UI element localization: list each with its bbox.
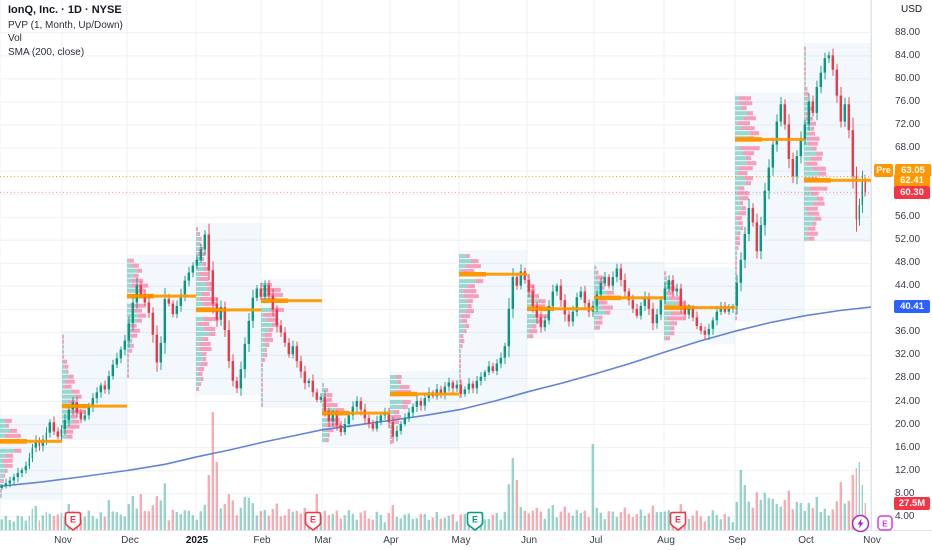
time-axis-label: Oct (798, 535, 814, 546)
svg-text:E: E (675, 515, 681, 525)
chart-canvas[interactable] (0, 0, 871, 530)
price-axis[interactable]: USD 88.00 84.00 80.00 76.00 72.00 68.00 56.00 5… (871, 0, 932, 530)
sma-200-line (0, 306, 871, 487)
poc-price-badge: 62.41 (894, 174, 930, 187)
price-tick-label: 32.00 (895, 349, 921, 360)
indicator-legend-item[interactable]: PVP (1, Month, Up/Down) (8, 19, 123, 31)
last-price-badge: 60.30 (894, 186, 930, 199)
indicator-legend-item[interactable]: SMA (200, close) (8, 46, 85, 58)
time-axis-label: Feb (253, 535, 271, 546)
premarket-tag: Pre (874, 164, 893, 177)
indicator-legend-item[interactable]: Vol (8, 33, 22, 44)
earnings-marker[interactable]: E (669, 511, 687, 536)
price-tick-label: 72.00 (895, 119, 921, 130)
price-tick-label: 56.00 (895, 211, 921, 222)
svg-text:E: E (70, 515, 76, 525)
symbol-title[interactable]: IonQ, Inc. · 1D · NYSE (8, 4, 122, 16)
sma-value-badge: 40.41 (894, 300, 930, 313)
price-tick-label: 24.00 (895, 396, 921, 407)
price-tick-label: 20.00 (895, 419, 921, 430)
premarket-price-badge: Pre 63.05 (874, 164, 931, 177)
chart-legend: IonQ, Inc. · 1D · NYSE PVP (1, Month, Up… (8, 4, 123, 59)
time-axis-label: Dec (121, 535, 139, 546)
price-tick-label: 44.00 (895, 280, 921, 291)
time-axis-label: Nov (54, 535, 72, 546)
volume-bars-layer (0, 412, 866, 530)
svg-text:E: E (472, 515, 478, 525)
price-tick-label: 68.00 (895, 142, 921, 153)
time-axis-label: Nov (863, 535, 881, 546)
time-axis-label: Aug (657, 535, 675, 546)
lightning-bolt-icon[interactable] (851, 514, 870, 538)
price-tick-label: 76.00 (895, 96, 921, 107)
price-tick-label: 16.00 (895, 442, 921, 453)
price-tick-label: 4.00 (895, 511, 915, 522)
price-tick-label: 36.00 (895, 326, 921, 337)
earnings-marker[interactable]: E (466, 511, 484, 536)
price-tick-label: 28.00 (895, 372, 921, 383)
time-axis-label: Sep (728, 535, 746, 546)
chart-plot[interactable] (0, 0, 871, 530)
earnings-marker[interactable]: E (64, 511, 82, 536)
price-tick-label: 12.00 (895, 465, 921, 476)
candles-layer (0, 48, 866, 490)
price-tick-label: 84.00 (895, 50, 921, 61)
time-axis-label: Apr (383, 535, 399, 546)
svg-text:E: E (310, 515, 316, 525)
price-tick-label: 80.00 (895, 73, 921, 84)
price-tick-label: 48.00 (895, 257, 921, 268)
svg-text:E: E (882, 518, 888, 528)
price-tick-label: 88.00 (895, 27, 921, 38)
time-axis-label: May (451, 535, 471, 546)
poc-lines-layer (0, 137, 871, 443)
volume-value-badge: 27.5M (894, 497, 930, 510)
price-tick-label: 8.00 (895, 488, 915, 499)
time-axis-label: 2025 (185, 535, 209, 546)
earnings-marker[interactable]: E (304, 511, 322, 536)
upcoming-earnings-icon[interactable]: E (877, 515, 893, 536)
time-axis-label: Mar (314, 535, 332, 546)
price-tick-label: 52.00 (895, 234, 921, 245)
time-axis-label: Jul (589, 535, 603, 546)
time-axis[interactable]: Nov Dec 2025 Feb Mar Apr May Jun Jul Aug Sep Oct Nov (0, 530, 932, 550)
time-axis-label: Jun (520, 535, 538, 546)
premarket-value: 63.05 (895, 164, 931, 177)
currency-label: USD (901, 4, 923, 15)
